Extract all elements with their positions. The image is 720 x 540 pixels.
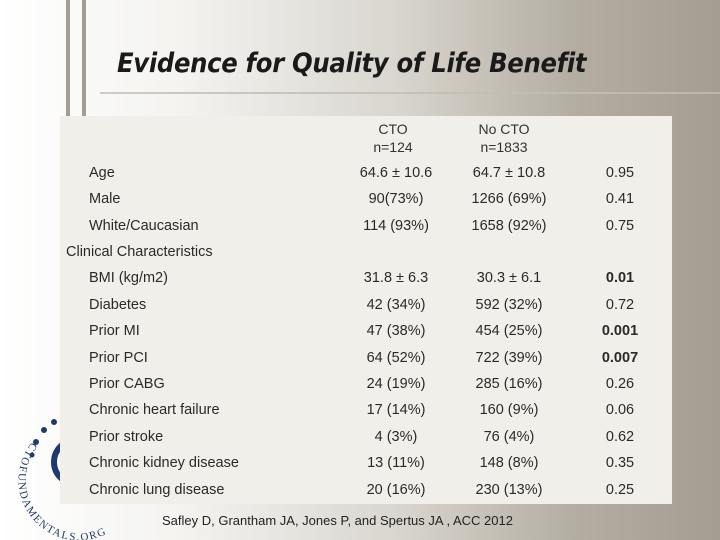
row-label: Chronic lung disease <box>89 482 225 498</box>
p-value: 0.75 <box>605 218 635 234</box>
table-row: BMI (kg/m2) 31.8 ± 6.3 30.3 ± 6.1 0.01 <box>0 270 720 290</box>
row-label: Chronic heart failure <box>89 402 220 418</box>
slide-title: Evidence for Quality of Life Benefit <box>117 48 587 79</box>
p-value: 0.001 <box>601 323 639 339</box>
cto-value: 20 (16%) <box>366 482 426 498</box>
nocto-value: 592 (32%) <box>475 297 543 313</box>
table-row: Diabetes 42 (34%) 592 (32%) 0.72 <box>0 297 720 317</box>
nocto-value: 454 (25%) <box>475 323 543 339</box>
table-row: Chronic kidney disease 13 (11%) 148 (8%)… <box>0 455 720 475</box>
header-cto-n: n=124 <box>373 139 413 155</box>
table-row: Prior stroke 4 (3%) 76 (4%) 0.62 <box>0 429 720 449</box>
nocto-value: 30.3 ± 6.1 <box>476 270 542 286</box>
header-nocto: No CTO n=1833 <box>454 120 554 156</box>
cto-value: 17 (14%) <box>366 402 426 418</box>
decor-bar-right <box>82 0 86 118</box>
nocto-value: 230 (13%) <box>475 482 543 498</box>
row-label: Prior CABG <box>89 376 165 392</box>
header-nocto-n: n=1833 <box>480 139 528 155</box>
row-label: Chronic kidney disease <box>89 455 239 471</box>
cto-value: 47 (38%) <box>366 323 426 339</box>
nocto-value: 1266 (69%) <box>471 191 547 207</box>
p-value: 0.62 <box>605 429 635 445</box>
table-row: Prior CABG 24 (19%) 285 (16%) 0.26 <box>0 376 720 396</box>
p-value: 0.41 <box>605 191 635 207</box>
p-value: 0.01 <box>605 270 635 286</box>
cto-value: 42 (34%) <box>366 297 426 313</box>
row-label: Age <box>89 165 115 181</box>
decor-bar-left <box>66 0 70 118</box>
p-value: 0.35 <box>605 455 635 471</box>
p-value: 0.72 <box>605 297 635 313</box>
row-label: BMI (kg/m2) <box>89 270 168 286</box>
cto-value: 114 (93%) <box>363 218 429 234</box>
cto-value: 90(73%) <box>368 191 424 207</box>
cto-value: 24 (19%) <box>366 376 426 392</box>
nocto-value: 160 (9%) <box>479 402 539 418</box>
table-row: Prior MI 47 (38%) 454 (25%) 0.001 <box>0 323 720 343</box>
title-divider <box>100 92 720 94</box>
row-label: Prior stroke <box>89 429 164 445</box>
row-label: Male <box>89 191 121 207</box>
citation-footnote: Safley D, Grantham JA, Jones P, and Sper… <box>162 513 513 528</box>
nocto-value: 285 (16%) <box>475 376 543 392</box>
row-label: Diabetes <box>89 297 147 313</box>
p-value: 0.25 <box>605 482 635 498</box>
nocto-value: 76 (4%) <box>483 429 535 445</box>
row-label: White/Caucasian <box>89 218 199 234</box>
nocto-value: 64.7 ± 10.8 <box>472 165 546 181</box>
cto-value: 13 (11%) <box>367 455 425 471</box>
table-panel <box>60 116 672 504</box>
row-label: Prior PCI <box>89 350 148 366</box>
section-label: Clinical Characteristics <box>66 244 213 260</box>
cto-value: 64.6 ± 10.6 <box>359 165 433 181</box>
table-row: Chronic heart failure 17 (14%) 160 (9%) … <box>0 402 720 422</box>
nocto-value: 1658 (92%) <box>471 218 547 234</box>
table-row: Age 64.6 ± 10.6 64.7 ± 10.8 0.95 <box>0 165 720 185</box>
nocto-value: 722 (39%) <box>475 350 543 366</box>
header-cto: CTO n=124 <box>343 120 443 156</box>
table-row: Prior PCI 64 (52%) 722 (39%) 0.007 <box>0 350 720 370</box>
header-cto-label: CTO <box>378 121 408 137</box>
p-value: 0.007 <box>601 350 639 366</box>
table-row: White/Caucasian 114 (93%) 1658 (92%) 0.7… <box>0 218 720 238</box>
table-row: Chronic lung disease 20 (16%) 230 (13%) … <box>0 482 720 502</box>
p-value: 0.06 <box>605 402 635 418</box>
cto-value: 64 (52%) <box>366 350 426 366</box>
table-row: Male 90(73%) 1266 (69%) 0.41 <box>0 191 720 211</box>
row-label: Prior MI <box>89 323 140 339</box>
cto-value: 4 (3%) <box>374 429 418 445</box>
p-value: 0.26 <box>605 376 635 392</box>
header-nocto-label: No CTO <box>478 121 530 137</box>
p-value: 0.95 <box>605 165 635 181</box>
cto-value: 31.8 ± 6.3 <box>363 270 429 286</box>
nocto-value: 148 (8%) <box>479 455 539 471</box>
